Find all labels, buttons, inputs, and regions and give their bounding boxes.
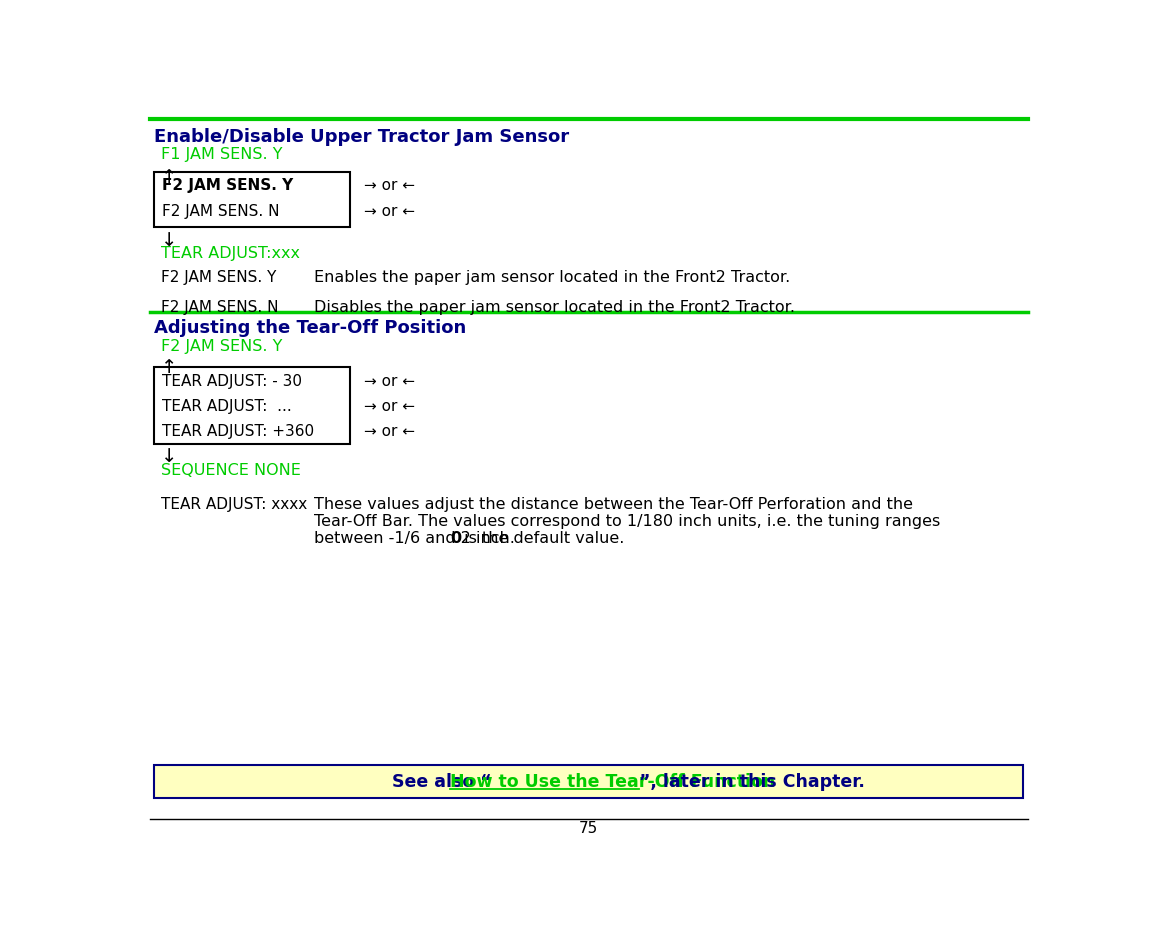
Text: SEQUENCE NONE: SEQUENCE NONE (161, 463, 301, 478)
Text: ”, later in this Chapter.: ”, later in this Chapter. (639, 772, 865, 790)
Text: TEAR ADJUST: - 30: TEAR ADJUST: - 30 (162, 374, 302, 390)
Text: ↑: ↑ (161, 358, 177, 377)
Text: F2 JAM SENS. Y: F2 JAM SENS. Y (161, 339, 282, 353)
Text: Disables the paper jam sensor located in the Front2 Tractor.: Disables the paper jam sensor located in… (314, 300, 795, 315)
Text: 0: 0 (450, 530, 462, 545)
FancyBboxPatch shape (154, 172, 349, 227)
Text: → or ←: → or ← (364, 399, 415, 414)
Text: F1 JAM SENS. Y: F1 JAM SENS. Y (161, 147, 283, 162)
Text: between -1/6 and 2 inch.: between -1/6 and 2 inch. (314, 530, 520, 545)
Text: F2 JAM SENS. N: F2 JAM SENS. N (162, 204, 279, 219)
Text: ↓: ↓ (161, 231, 177, 250)
Text: ↓: ↓ (161, 447, 177, 466)
Text: TEAR ADJUST:xxx: TEAR ADJUST:xxx (161, 246, 300, 261)
Text: TEAR ADJUST:  ...: TEAR ADJUST: ... (162, 399, 292, 414)
Text: These values adjust the distance between the Tear-Off Perforation and the: These values adjust the distance between… (314, 497, 913, 512)
Text: Tear-Off Bar. The values correspond to 1/180 inch units, i.e. the tuning ranges: Tear-Off Bar. The values correspond to 1… (314, 514, 940, 528)
Text: TEAR ADJUST: +360: TEAR ADJUST: +360 (162, 424, 315, 439)
Text: F2 JAM SENS. Y: F2 JAM SENS. Y (162, 178, 293, 193)
Text: 75: 75 (579, 821, 599, 836)
Text: ↑: ↑ (161, 168, 177, 187)
Text: F2 JAM SENS. N: F2 JAM SENS. N (161, 300, 278, 315)
Text: TEAR ADJUST: xxxx: TEAR ADJUST: xxxx (161, 497, 307, 512)
Text: is the default value.: is the default value. (460, 530, 624, 545)
Text: F2 JAM SENS. Y: F2 JAM SENS. Y (161, 270, 276, 285)
FancyBboxPatch shape (154, 766, 1024, 798)
Text: → or ←: → or ← (364, 374, 415, 390)
Text: See also “: See also “ (392, 772, 491, 790)
Text: Adjusting the Tear-Off Position: Adjusting the Tear-Off Position (154, 319, 466, 337)
Text: How to Use the Tear-Off Function: How to Use the Tear-Off Function (450, 772, 776, 790)
Text: → or ←: → or ← (364, 204, 415, 219)
Text: Enables the paper jam sensor located in the Front2 Tractor.: Enables the paper jam sensor located in … (314, 270, 791, 285)
Text: → or ←: → or ← (364, 178, 415, 193)
FancyBboxPatch shape (154, 367, 349, 444)
Text: Enable/Disable Upper Tractor Jam Sensor: Enable/Disable Upper Tractor Jam Sensor (154, 128, 570, 146)
Text: → or ←: → or ← (364, 424, 415, 439)
